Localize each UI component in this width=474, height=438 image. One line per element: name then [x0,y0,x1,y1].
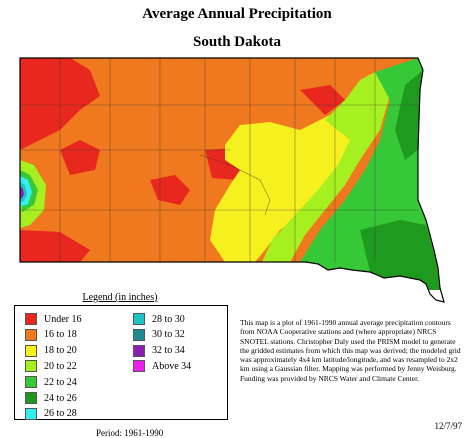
zone-under-16-central [60,140,100,175]
legend-label: 18 to 20 [44,345,77,357]
legend-swatch [133,313,145,325]
zone-18-to-20 [210,100,365,262]
legend-item: 18 to 20 [25,344,77,357]
legend-item: Above 34 [133,360,192,373]
legend-label: 24 to 26 [44,392,77,404]
legend-item: 30 to 32 [133,328,185,341]
legend-swatch [25,407,37,420]
legend-label: 32 to 34 [152,345,185,357]
legend-item: 20 to 22 [25,360,77,373]
zone-under-16-northeast [300,85,345,115]
legend-item: 28 to 30 [133,313,185,325]
legend-label: 22 to 24 [44,376,77,388]
map-description: This map is a plot of 1961-1990 annual a… [240,318,461,383]
zone-24-to-26-south [360,220,440,290]
legend-item: 16 to 18 [25,328,77,341]
map-title: Average Annual Precipitation [142,6,332,22]
map-subtitle: South Dakota [193,34,281,50]
legend: Under 16 16 to 18 18 to 20 20 to 22 22 to 24… [14,305,228,420]
legend-item: Under 16 [25,313,82,325]
legend-swatch [25,376,37,389]
legend-swatch [25,344,37,357]
legend-item: 26 to 28 [25,407,77,420]
legend-swatch [133,344,145,357]
legend-label: 26 to 28 [44,408,77,420]
zone-under-16-south [20,230,90,262]
legend-swatch [25,360,37,373]
legend-label: 16 to 18 [44,329,77,341]
legend-item: 22 to 24 [25,376,77,389]
period-label: Period: 1961-1990 [96,428,164,438]
legend-label: Under 16 [44,313,82,325]
county-boundaries [20,58,418,262]
legend-item: 24 to 26 [25,392,77,404]
legend-label: Above 34 [152,360,192,372]
legend-label: 30 to 32 [152,329,185,341]
legend-swatch [25,392,37,404]
zone-black-hills-30-plus [20,186,24,199]
legend-swatch [133,360,145,373]
legend-title: Legend (in inches) [14,292,226,303]
legend-swatch [25,328,37,341]
legend-label: 20 to 22 [44,360,77,372]
precip-zones [20,58,444,290]
zone-24-to-26-north [395,70,423,160]
zone-20-to-22 [262,72,390,262]
legend-swatch [133,328,145,341]
legend-label: 28 to 30 [152,313,185,325]
legend-swatch [25,313,37,325]
legend-item: 32 to 34 [133,344,185,357]
map-date: 12/7/97 [434,421,462,431]
